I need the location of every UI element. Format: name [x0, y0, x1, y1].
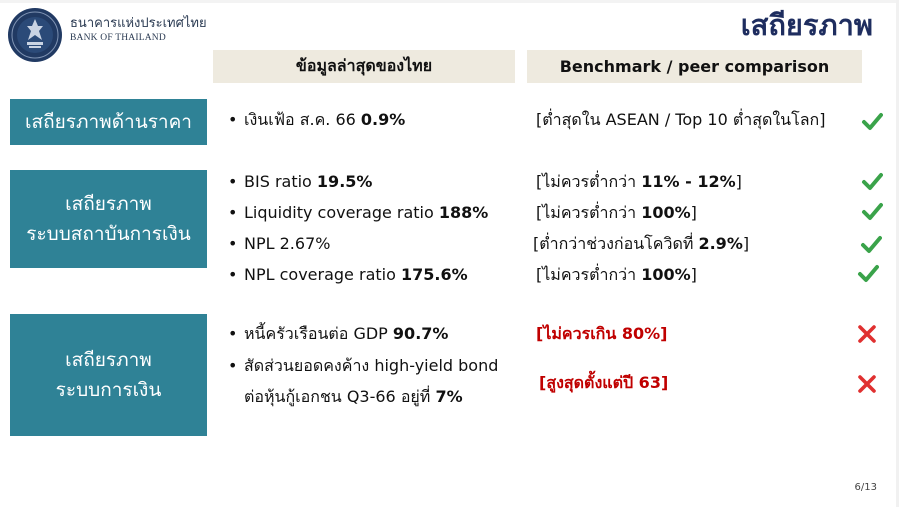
item-value: 188% [438, 203, 489, 222]
cross-icon [858, 325, 876, 343]
column-header-latest-thai: ข้อมูลล่าสุดของไทย [213, 50, 515, 83]
benchmark-warning-text: [ไม่ควรเกิน 80%] [536, 324, 668, 343]
benchmark-text: [ไม่ควรต่ำกว่า 100%] [536, 265, 697, 284]
right-border [896, 0, 899, 507]
check-icon [858, 265, 879, 282]
check-icon [862, 173, 883, 190]
category-label: ระบบการเงิน [55, 379, 162, 401]
item-value: 0.9% [360, 110, 406, 129]
benchmark-text: [ไม่ควรต่ำกว่า 100%] [536, 203, 697, 222]
top-border [0, 0, 899, 3]
benchmark-warning-text: [สูงสุดตั้งแต่ปี 63] [539, 373, 669, 392]
category-label: ระบบสถาบันการเงิน [26, 223, 191, 245]
item-text: หนี้ครัวเรือนต่อ GDP [244, 324, 393, 343]
org-english-name: BANK OF THAILAND [70, 33, 166, 43]
item-value: 19.5% [316, 172, 373, 191]
item-value: 90.7% [392, 324, 449, 343]
category-label: เสถียรภาพด้านราคา [25, 111, 192, 133]
benchmark-text: [ไม่ควรต่ำกว่า 11% - 12%] [536, 172, 742, 191]
check-icon [861, 236, 882, 253]
benchmark-text: [ต่ำกว่าช่วงก่อนโควิดที่ 2.9%] [533, 234, 750, 253]
check-icon [862, 203, 883, 220]
item-text: Liquidity coverage ratio [244, 203, 439, 222]
item-value: 7% [435, 387, 463, 406]
item-text: BIS ratio [244, 172, 317, 191]
category-financial-system-stability: เสถียรภาพ ระบบการเงิน [10, 314, 207, 436]
category-label: เสถียรภาพ [65, 193, 152, 215]
page-number: 6/13 [854, 482, 877, 493]
org-thai-name: ธนาคารแห่งประเทศไทย [70, 16, 207, 31]
check-icon [862, 113, 883, 130]
page-title: เสถียรภาพ [740, 8, 873, 42]
category-financial-institution-stability: เสถียรภาพ ระบบสถาบันการเงิน [10, 170, 207, 268]
item-text: NPL 2.67% [244, 234, 331, 253]
item-text-line2: ต่อหุ้นกู้เอกชน Q3-66 อยู่ที่ [244, 387, 436, 406]
item-value: 175.6% [400, 265, 468, 284]
item-text: สัดส่วนยอดคงค้าง high-yield bond [244, 356, 499, 375]
category-label: เสถียรภาพ [65, 349, 152, 371]
organization-name: ธนาคารแห่งประเทศไทย BANK OF THAILAND [70, 16, 207, 44]
column-header-benchmark: Benchmark / peer comparison [527, 50, 862, 83]
benchmark-text: [ต่ำสุดใน ASEAN / Top 10 ต่ำสุดในโลก] [536, 110, 826, 129]
category-price-stability: เสถียรภาพด้านราคา [10, 99, 207, 145]
bank-of-thailand-logo [8, 8, 62, 62]
item-text: เงินเฟ้อ ส.ค. 66 [244, 110, 361, 129]
item-text: NPL coverage ratio [244, 265, 401, 284]
cross-icon [858, 375, 876, 393]
